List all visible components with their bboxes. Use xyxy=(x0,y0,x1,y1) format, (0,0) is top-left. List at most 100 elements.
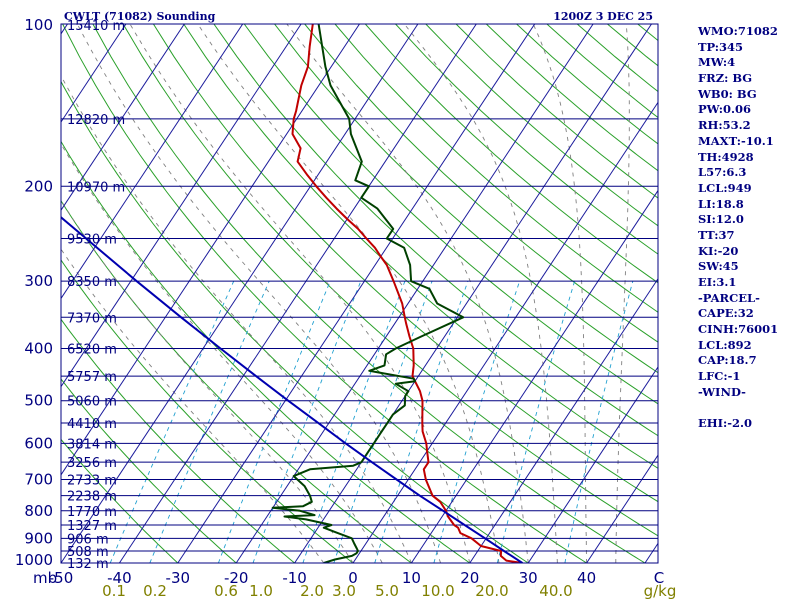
index-line: -WIND- xyxy=(698,384,746,399)
mixing-ratio-label: 1.0 xyxy=(249,582,273,600)
pressure-label: 600 xyxy=(24,434,53,452)
isotherm-line xyxy=(61,24,127,123)
height-label: 5757 m xyxy=(67,370,117,385)
index-line: FRZ: BG xyxy=(698,71,753,86)
index-line: KI:-20 xyxy=(698,243,739,258)
mixing-ratio-line xyxy=(333,281,433,563)
index-line: MAXT:-10.1 xyxy=(698,133,774,148)
height-label: 2733 m xyxy=(67,474,117,489)
isotherm-line xyxy=(294,24,652,563)
pressure-label: 200 xyxy=(24,177,53,195)
mixing-ratio-label: 40.0 xyxy=(539,582,572,600)
isotherm-line xyxy=(469,277,658,563)
index-line: SI:12.0 xyxy=(698,212,744,227)
valid-time: 1200Z 3 DEC 25 xyxy=(553,10,653,23)
temperature-end-label: C xyxy=(654,569,664,587)
moist-adiabat-line xyxy=(76,24,442,563)
isotherm-line xyxy=(410,189,658,563)
index-line: LI:18.8 xyxy=(698,196,744,211)
mixing-ratio-label: 5.0 xyxy=(375,582,399,600)
mixing-ratio-label: 0.6 xyxy=(214,582,238,600)
temperature-tick-label: 10 xyxy=(402,569,421,587)
mixing-ratio-label: 2.0 xyxy=(300,582,324,600)
index-line: MW:4 xyxy=(698,55,736,70)
parcel-trace xyxy=(61,215,523,563)
mixing-ratio-label: 3.0 xyxy=(332,582,356,600)
temperature-tick-label: 40 xyxy=(577,569,596,587)
isotherm-line xyxy=(61,24,360,476)
temperature-tick-label: -20 xyxy=(224,569,249,587)
index-line: RH:53.2 xyxy=(698,118,751,133)
height-label: 12820 m xyxy=(67,113,125,128)
index-line: PW:0.06 xyxy=(698,102,752,117)
chart-title: CWLT (71082) Sounding xyxy=(64,10,216,23)
mixing-ratio-line xyxy=(252,281,362,563)
pressure-label: 800 xyxy=(24,502,53,520)
pressure-label: 1000 xyxy=(15,551,53,569)
temperature-tick-label: 0 xyxy=(348,569,358,587)
isotherm-line xyxy=(352,101,658,563)
temperature-tick-label: -30 xyxy=(166,569,191,587)
index-line: WMO:71082 xyxy=(698,24,778,38)
mixing-ratio-line xyxy=(109,281,235,563)
index-line xyxy=(698,401,798,417)
index-line: LFC:-1 xyxy=(698,369,741,384)
height-label: 1770 m xyxy=(67,505,117,520)
index-line: CINH:76001 xyxy=(698,322,779,337)
pressure-label: 500 xyxy=(24,392,53,410)
pressure-label: 400 xyxy=(24,340,53,358)
isotherm-line xyxy=(118,24,477,563)
moist-adiabat-line xyxy=(61,199,354,563)
height-label: 508 m xyxy=(67,545,109,560)
isotherm-line xyxy=(61,24,185,212)
pressure-unit-label: mb xyxy=(33,569,57,587)
height-label: 1327 m xyxy=(67,519,117,534)
dry-adiabat-line xyxy=(122,24,658,537)
isotherm-line xyxy=(235,24,594,563)
pressure-label: 300 xyxy=(24,272,53,290)
dry-adiabat-line xyxy=(61,199,412,563)
height-label: 4410 m xyxy=(67,417,117,432)
index-line: -PARCEL- xyxy=(698,290,760,305)
height-label: 8350 m xyxy=(67,275,117,290)
pressure-label: 900 xyxy=(24,529,53,547)
height-label: 10970 m xyxy=(67,180,125,195)
height-label: 3814 m xyxy=(67,437,117,452)
isotherm-line xyxy=(527,366,658,563)
height-label: 3256 m xyxy=(67,456,117,471)
temperature-trace xyxy=(291,24,523,563)
height-label: 7370 m xyxy=(67,311,117,326)
temperature-tick-label: -50 xyxy=(49,569,74,587)
index-line: EI:3.1 xyxy=(698,275,737,289)
height-label: 132 m xyxy=(67,557,109,572)
temperature-tick-label: 20 xyxy=(460,569,479,587)
mixing-ratio-label: 0.2 xyxy=(143,582,167,600)
temperature-tick-label: -10 xyxy=(282,569,307,587)
isotherm-line xyxy=(61,24,419,563)
isotherm-line xyxy=(61,24,244,300)
mixing-ratio-label: 0.1 xyxy=(102,582,126,600)
mixing-ratio-line xyxy=(564,281,634,563)
mixing-ratio-label: 20.0 xyxy=(475,582,508,600)
height-label: 5060 m xyxy=(67,395,117,410)
dewpoint-trace xyxy=(271,24,465,563)
pressure-label: 700 xyxy=(24,471,53,489)
index-line: CAP:18.7 xyxy=(698,353,757,368)
mixing-ratio-line xyxy=(149,281,270,563)
mixing-ratio-unit: g/kg xyxy=(644,582,677,600)
index-line: L57:6.3 xyxy=(698,165,747,180)
index-line: LCL:892 xyxy=(698,337,752,352)
isotherm-line xyxy=(0,24,9,563)
isotherm-line xyxy=(61,24,302,388)
sounding-traces xyxy=(61,24,523,563)
isotherm-line xyxy=(177,24,536,563)
index-line: CAPE:32 xyxy=(698,306,754,321)
height-label: 15410 m xyxy=(67,19,125,34)
index-line: TP:345 xyxy=(698,39,744,54)
height-label: 6520 m xyxy=(67,343,117,358)
moist-adiabat-line xyxy=(61,143,383,563)
height-label: 9530 m xyxy=(67,232,117,247)
index-line: WB0: BG xyxy=(698,86,757,101)
